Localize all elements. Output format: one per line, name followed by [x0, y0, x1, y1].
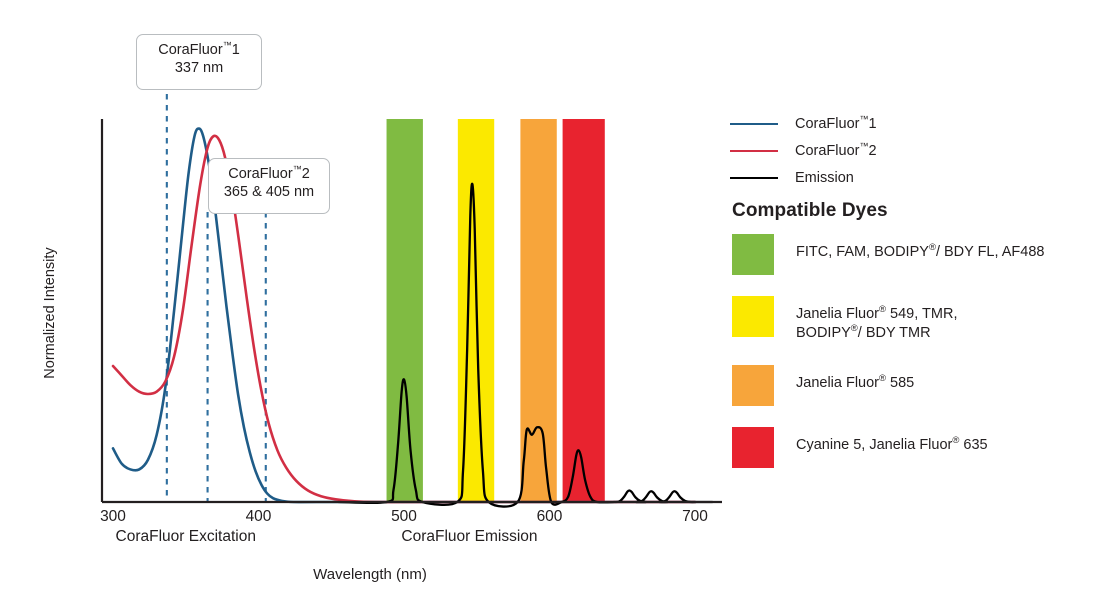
trademark-symbol: ™: [859, 140, 869, 151]
series-legend: CoraFluor™1 CoraFluor™2 Emission: [730, 110, 1110, 191]
callout-corafluor2-name: CoraFluor: [228, 166, 293, 182]
vertical-marker-lines-group: [165, 94, 267, 502]
registered-symbol: ®: [928, 242, 936, 254]
x-axis-emission-label: CoraFluor Emission: [401, 528, 538, 545]
curve-corafluor2: [111, 134, 697, 504]
dye-label-orange: Janelia Fluor® 585: [796, 372, 915, 391]
plot-axes-group: [100, 119, 722, 504]
dye-row-yellow: Janelia Fluor® 549, TMR, BODIPY®/ BDY TMR: [732, 296, 1108, 344]
x-axis-excitation-label: CoraFluor Excitation: [115, 528, 256, 545]
red-band: [562, 119, 605, 502]
callout-corafluor2-index: 2: [301, 166, 310, 182]
legend-label-index: 2: [868, 142, 877, 159]
x-tick-label-400: 400: [245, 508, 272, 525]
legend-label-coraFluor2: CoraFluor™2: [795, 140, 877, 159]
callout-corafluor1-wavelength: 337 nm: [174, 59, 224, 76]
legend-line-swatch-coraFluor2: [730, 149, 778, 152]
dye-label-yellow: Janelia Fluor® 549, TMR, BODIPY®/ BDY TMR: [796, 304, 958, 342]
chart-panel: CoraFluor™1 337 nm CoraFluor™2 365 & 405…: [42, 34, 722, 583]
legend-row-emission: Emission: [730, 164, 1110, 191]
callout-corafluor1-line1: CoraFluor™1: [149, 40, 249, 60]
legend-line-swatch-emission: [730, 176, 778, 179]
legend-panel: CoraFluor™1 CoraFluor™2 Emission Compatibl…: [728, 0, 1110, 612]
legend-row-coraFluor1: CoraFluor™1: [730, 110, 1110, 137]
x-tick-label-600: 600: [536, 508, 563, 525]
dye-row-green: FITC, FAM, BODIPY®/ BDY FL, AF488: [732, 234, 1108, 275]
compatible-dyes-list: FITC, FAM, BODIPY®/ BDY FL, AF488 Janelia…: [732, 234, 1108, 489]
green-band: [386, 119, 423, 502]
registered-symbol: ®: [879, 372, 887, 384]
dye-row-orange: Janelia Fluor® 585: [732, 364, 1108, 406]
callout-corafluor2-wavelength: 365 & 405 nm: [223, 183, 315, 200]
callout-corafluor1: CoraFluor™1 337 nm: [136, 34, 262, 90]
legend-label-index: 1: [868, 115, 877, 132]
dye-color-swatch-green: [732, 234, 774, 275]
dye-label-red: Cyanine 5, Janelia Fluor® 635: [796, 434, 988, 453]
legend-label-base: CoraFluor: [795, 142, 860, 159]
callout-corafluor2-line1: CoraFluor™2: [221, 164, 317, 184]
x-tick-label-300: 300: [100, 508, 126, 525]
curve-corafluor1: [111, 127, 697, 504]
callout-corafluor1-name: CoraFluor: [158, 42, 223, 58]
registered-symbol: ®: [879, 304, 887, 316]
callout-corafluor2: CoraFluor™2 365 & 405 nm: [208, 158, 330, 214]
trademark-symbol: ™: [222, 40, 232, 51]
registered-symbol: ®: [850, 323, 858, 335]
legend-label-emission: Emission: [795, 169, 854, 186]
y-axis-title: Normalized Intensity: [42, 247, 58, 379]
legend-label-base: CoraFluor: [795, 115, 860, 132]
legend-line-swatch-coraFluor1: [730, 122, 778, 125]
compatible-dyes-heading: Compatible Dyes: [732, 200, 888, 221]
x-tick-label-700: 700: [682, 508, 708, 525]
spectrum-plot: [100, 94, 722, 508]
callout-corafluor1-index: 1: [231, 42, 240, 58]
dye-color-swatch-red: [732, 426, 774, 468]
x-axis-title: Wavelength (nm): [313, 566, 427, 583]
emission-bands-group: [386, 119, 605, 502]
dye-label-green: FITC, FAM, BODIPY®/ BDY FL, AF488: [796, 242, 1045, 260]
x-tick-label-500: 500: [391, 508, 417, 525]
trademark-symbol: ™: [859, 113, 869, 124]
trademark-symbol: ™: [292, 164, 302, 175]
dye-color-swatch-orange: [732, 364, 774, 406]
legend-row-coraFluor2: CoraFluor™2: [730, 137, 1110, 164]
dye-row-red: Cyanine 5, Janelia Fluor® 635: [732, 426, 1108, 468]
registered-symbol: ®: [952, 434, 960, 446]
dye-color-swatch-yellow: [732, 296, 774, 337]
legend-label-coraFluor1: CoraFluor™1: [795, 113, 877, 132]
